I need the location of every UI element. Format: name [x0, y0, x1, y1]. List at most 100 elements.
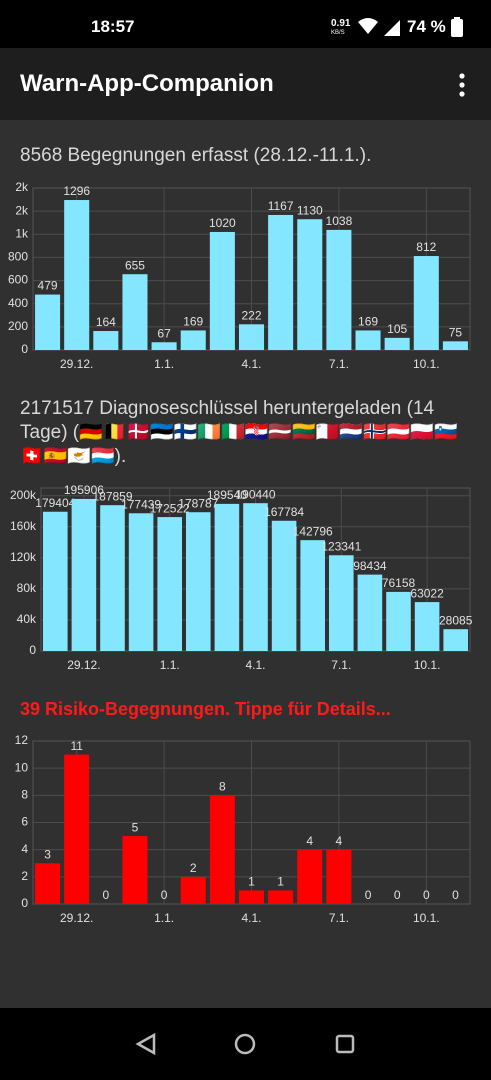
value-label: 0: [102, 888, 109, 902]
value-label: 142796: [293, 524, 333, 538]
x-tick-label: 29.12.: [60, 357, 93, 371]
bar: [443, 629, 468, 651]
bar: [64, 754, 90, 904]
app-title: Warn-App-Companion: [20, 70, 274, 97]
x-tick-label: 7.1.: [329, 911, 349, 925]
bar: [271, 520, 297, 651]
value-label: 8: [219, 780, 226, 794]
home-button[interactable]: [234, 1033, 256, 1055]
value-label: 190440: [235, 487, 275, 501]
bar: [71, 498, 97, 651]
recents-button[interactable]: [335, 1034, 355, 1054]
value-label: 3: [44, 847, 51, 861]
bar: [238, 324, 265, 350]
value-label: 1130: [297, 203, 323, 217]
value-label: 178787: [178, 496, 218, 510]
y-tick-label: 8: [21, 788, 28, 802]
battery-text: 74 %: [407, 17, 446, 36]
bar: [357, 574, 383, 651]
y-tick-label: 160k: [10, 519, 37, 533]
bar: [414, 602, 440, 651]
clock: 18:57: [91, 17, 135, 36]
chart-title[interactable]: 39 Risiko-Begegnungen. Tippe für Details…: [20, 699, 391, 719]
y-tick-label: 0: [21, 896, 28, 910]
net-speed-unit: KB/S: [331, 30, 345, 36]
battery-icon: [451, 17, 463, 37]
bar: [326, 849, 352, 904]
bar: [268, 214, 294, 350]
value-label: 105: [387, 322, 407, 336]
value-label: 479: [38, 279, 58, 293]
value-label: 169: [358, 315, 378, 329]
bar: [442, 341, 468, 350]
bar: [157, 517, 182, 651]
status-bar: 18:57 0.91 KB/S 74 %: [0, 0, 491, 48]
value-label: 0: [394, 888, 401, 902]
y-tick-label: 200k: [10, 488, 37, 502]
back-button[interactable]: [135, 1032, 156, 1056]
y-tick-label: 200: [8, 319, 28, 333]
bar: [186, 512, 211, 651]
chart-title: 2171517 Diagnoseschlüssel heruntergelade…: [20, 398, 458, 467]
x-tick-label: 4.1.: [241, 911, 261, 925]
y-tick-label: 400: [8, 296, 28, 310]
value-label: 187859: [92, 489, 132, 503]
x-tick-label: 1.1.: [160, 658, 180, 672]
value-label: 1038: [326, 214, 353, 228]
value-label: 67: [157, 326, 171, 340]
bar: [329, 555, 354, 651]
bar: [180, 330, 206, 350]
value-label: 63022: [410, 586, 444, 600]
value-label: 167784: [264, 505, 304, 519]
bar: [35, 863, 61, 904]
x-tick-label: 10.1.: [413, 357, 440, 371]
nav-bar: [0, 1008, 491, 1080]
bar: [180, 876, 206, 904]
value-label: 1296: [63, 184, 90, 198]
overflow-menu[interactable]: [456, 72, 468, 98]
value-label: 4: [306, 834, 313, 848]
value-label: 2: [190, 861, 197, 875]
value-label: 0: [452, 888, 459, 902]
value-label: 655: [125, 258, 145, 272]
value-label: 0: [365, 888, 372, 902]
value-label: 98434: [353, 559, 387, 573]
bar: [297, 849, 323, 904]
value-label: 179404: [35, 496, 75, 510]
value-label: 123341: [321, 539, 361, 553]
x-tick-label: 29.12.: [67, 658, 100, 672]
bar: [122, 274, 148, 350]
x-tick-label: 4.1.: [241, 357, 261, 371]
bar: [300, 540, 325, 651]
y-tick-label: 6: [21, 815, 28, 829]
nav-buttons: [135, 1032, 355, 1056]
value-label: 1167: [268, 199, 294, 213]
y-tick-label: 2k: [15, 180, 29, 194]
value-label: 28085: [439, 613, 473, 627]
x-tick-label: 1.1.: [154, 357, 174, 371]
value-label: 189540: [207, 488, 247, 502]
x-tick-label: 10.1.: [414, 658, 441, 672]
bar: [413, 256, 439, 350]
value-label: 76158: [382, 576, 416, 590]
x-tick-label: 7.1.: [329, 357, 349, 371]
bar: [64, 200, 90, 350]
y-tick-label: 0: [21, 342, 28, 356]
signal-icons: [358, 18, 400, 36]
x-tick-label: 1.1.: [154, 911, 174, 925]
bar: [122, 836, 148, 904]
bar: [128, 513, 154, 651]
y-tick-label: 600: [8, 273, 28, 287]
x-tick-label: 29.12.: [60, 911, 93, 925]
bar: [35, 294, 61, 350]
y-tick-label: 0: [29, 643, 36, 657]
bar: [243, 503, 268, 651]
bar: [268, 890, 294, 904]
value-label: 164: [96, 315, 116, 329]
y-tick-label: 800: [8, 250, 28, 264]
x-tick-label: 4.1.: [245, 658, 265, 672]
app-bar: Warn-App-Companion: [0, 48, 491, 120]
charts: 02004006008001k2k2k47929.12.12961646551.…: [8, 180, 473, 925]
bar: [214, 503, 240, 651]
